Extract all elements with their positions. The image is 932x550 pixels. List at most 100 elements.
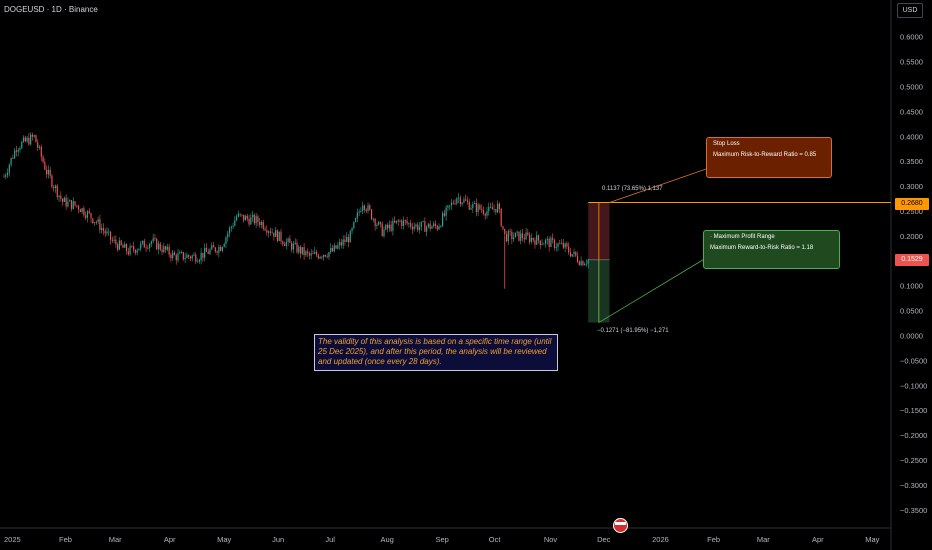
x-tick-label: Mar — [109, 535, 122, 544]
candle-body — [505, 234, 508, 242]
candle-body — [385, 224, 387, 230]
currency-button[interactable]: USD — [897, 3, 923, 18]
candle-body — [370, 209, 373, 220]
candle-body — [276, 230, 279, 241]
candle-body — [209, 249, 211, 254]
candle-body — [257, 216, 259, 223]
candle-body — [434, 223, 437, 226]
stop-loss-callout[interactable]: Stop Loss Maximum Risk-to-Reward Ratio =… — [706, 137, 832, 178]
candle-body — [287, 238, 289, 242]
candle-body — [163, 246, 165, 253]
us-flag-event-icon[interactable] — [613, 518, 628, 533]
candle-body — [440, 226, 442, 227]
candle-body — [141, 240, 144, 244]
candle-body — [58, 195, 60, 197]
candle-body — [575, 251, 577, 256]
x-tick-label: Sep — [436, 535, 449, 544]
candle-body — [264, 228, 266, 231]
candle-body — [413, 226, 415, 230]
x-tick-label: Jul — [325, 535, 335, 544]
candle-body — [356, 212, 358, 219]
candle-body — [497, 203, 499, 213]
candle-body — [493, 208, 495, 210]
candle-body — [97, 219, 99, 223]
candle-body — [536, 235, 538, 245]
candle-body — [280, 231, 282, 242]
candle-body — [273, 232, 275, 237]
candle-body — [543, 243, 545, 245]
candle-body — [395, 220, 398, 223]
candle-body — [99, 219, 101, 231]
candle-body — [220, 246, 222, 251]
candle-body — [24, 137, 26, 142]
candle-body — [275, 230, 277, 237]
candle-body — [294, 242, 296, 244]
candle-body — [157, 243, 160, 250]
candle-body — [28, 137, 30, 145]
candle-body — [63, 197, 65, 202]
candle-body — [363, 205, 366, 210]
candle-body — [120, 240, 122, 245]
candle-body — [390, 224, 392, 231]
candle-body — [42, 156, 44, 163]
candle-body — [401, 220, 403, 226]
candle-body — [415, 224, 417, 227]
candle-body — [108, 231, 110, 233]
candle-body — [149, 243, 151, 249]
candle-body — [422, 221, 424, 223]
candle-body — [134, 249, 137, 253]
candle-body — [200, 252, 202, 261]
candle-body — [6, 172, 9, 176]
candle-body — [17, 149, 19, 152]
candle-body — [381, 223, 383, 237]
candle-body — [541, 243, 543, 245]
candle-body — [557, 243, 559, 248]
candle-body — [454, 203, 456, 205]
candle-body — [495, 208, 497, 213]
candle-body — [252, 214, 254, 218]
candle-body — [259, 222, 261, 226]
candle-body — [576, 255, 579, 262]
candle-body — [436, 225, 438, 230]
candle-body — [367, 205, 369, 212]
candle-body — [397, 220, 399, 222]
candle-body — [411, 226, 414, 230]
candle-body — [76, 205, 78, 207]
candle-body — [184, 257, 186, 260]
candle-body — [49, 169, 51, 176]
candle-body — [241, 214, 243, 216]
y-tick-label: −0.0500 — [900, 356, 927, 365]
candle-body — [358, 211, 360, 213]
y-tick-label: 0.0500 — [900, 307, 923, 316]
candle-body — [214, 247, 216, 252]
candle-body — [562, 242, 564, 248]
candle-body — [500, 208, 502, 227]
candle-body — [324, 255, 327, 257]
x-tick-label: Feb — [707, 535, 720, 544]
candle-body — [552, 237, 554, 240]
candle-body — [3, 176, 5, 178]
candle-body — [349, 231, 351, 243]
candle-body — [346, 237, 348, 243]
candle-body — [481, 209, 483, 211]
candle-body — [69, 200, 71, 202]
candle-body — [54, 185, 57, 189]
candle-body — [406, 220, 408, 224]
profit-range-callout[interactable]: · Maximum Profit Range Maximum Reward-to… — [703, 230, 840, 269]
risk-measure-label: 0.1137 (73.65%) 1,137 — [602, 186, 663, 192]
candle-body — [260, 221, 263, 226]
candle-body — [431, 226, 433, 229]
y-tick-label: −0.3000 — [900, 481, 927, 490]
candle-body — [125, 244, 128, 252]
candle-body — [196, 261, 199, 263]
analysis-note[interactable]: The validity of this analysis is based o… — [314, 334, 558, 371]
candle-body — [145, 247, 147, 249]
candle-body — [456, 198, 458, 204]
candle-body — [529, 234, 531, 242]
candle-body — [518, 231, 520, 241]
x-tick-label: Apr — [812, 535, 824, 544]
candle-body — [269, 231, 271, 233]
candle-body — [445, 207, 447, 216]
y-tick-label: −0.1500 — [900, 406, 927, 415]
